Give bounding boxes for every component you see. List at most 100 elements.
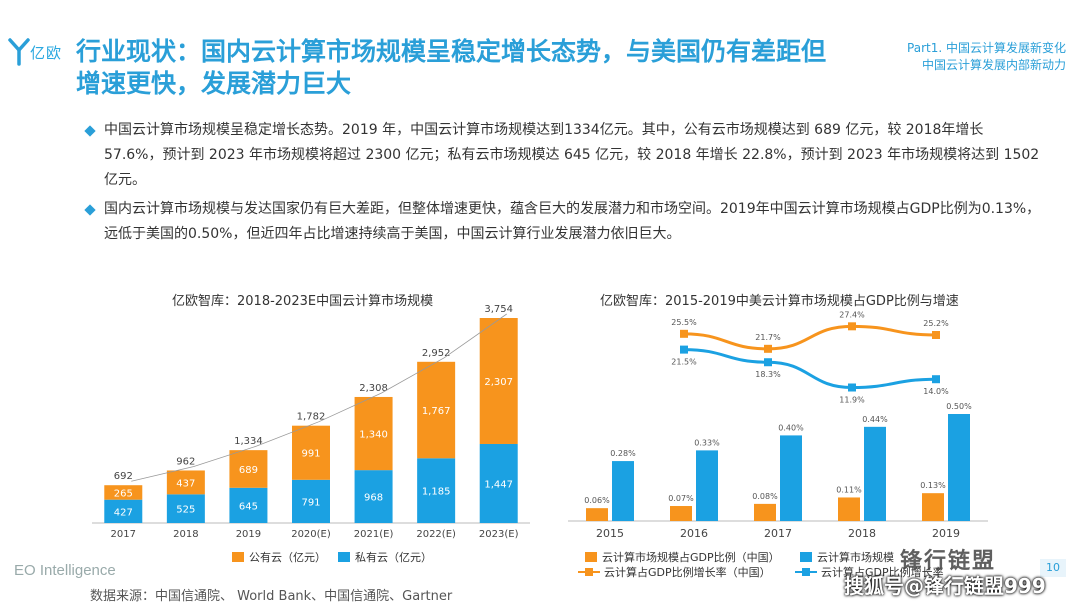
chart2-x-tick: 2018 [848, 527, 876, 540]
chart1-label-total: 1,334 [234, 436, 263, 447]
chart2-line-label-us: 21.5% [671, 358, 697, 367]
yiou-logo: 亿欧 [8, 38, 70, 66]
chart2-point-us [680, 345, 688, 354]
chart1-label-private: 1,185 [422, 487, 451, 498]
chart2-point-cn [932, 331, 940, 339]
legend-line-us-marker [795, 567, 817, 577]
chart2-label-us: 0.50% [946, 402, 972, 411]
bullet-list: 中国云计算市场规模呈稳定增长态势。2019 年，中国云计算市场规模达到1334亿… [84, 118, 1044, 251]
chart1-label-private: 791 [301, 497, 320, 508]
legend-public-label: 公有云（亿元） [249, 551, 326, 564]
chart2-x-tick: 2017 [764, 527, 792, 540]
chart1-label-private: 427 [114, 507, 133, 518]
chart2-point-us [932, 375, 940, 384]
chart1-label-total: 2,952 [422, 348, 451, 359]
chart2-bar-us [948, 414, 970, 521]
chart2-label-cn: 0.11% [836, 485, 862, 494]
chart1-label-private: 968 [364, 493, 383, 504]
chart2-x-tick: 2015 [596, 527, 624, 540]
legend-private-label: 私有云（亿元） [355, 551, 432, 564]
eo-intelligence-label: EO Intelligence [14, 562, 116, 579]
chart2-label-us: 0.28% [610, 449, 636, 458]
chart2-line-label-cn: 21.7% [755, 333, 781, 342]
chart2-point-cn [680, 329, 688, 338]
chart2-bar-cn [922, 493, 944, 521]
chart1-label-public: 1,767 [422, 406, 451, 417]
legend-private-swatch [338, 552, 350, 562]
chart1-bar-private [104, 499, 143, 523]
section-label: Part1. 中国云计算发展新变化 中国云计算发展内部新动力 [907, 40, 1066, 74]
chart1-label-public: 2,307 [484, 377, 513, 388]
section-label-line1: Part1. 中国云计算发展新变化 [907, 41, 1066, 55]
chart2-line-label-us: 18.3% [755, 370, 781, 379]
legend-line-cn: 云计算占GDP比例增长率（中国） [578, 564, 771, 580]
chart2-bar-us [780, 435, 802, 521]
chart2-x-tick: 2016 [680, 527, 708, 540]
chart1-label-public: 437 [176, 478, 195, 489]
yiou-logo-icon [8, 38, 30, 66]
chart1-bar-private [479, 443, 518, 523]
chart2-x-tick: 2019 [932, 527, 960, 540]
legend-public-swatch [232, 552, 244, 562]
chart2-line-label-cn: 25.2% [923, 319, 949, 328]
chart1-label-public: 689 [239, 465, 258, 476]
chart2-label-cn: 0.08% [752, 492, 778, 501]
chart2-bar-us [696, 450, 718, 521]
chart1-x-tick: 2020(E) [291, 529, 331, 540]
legend-line-us: 云计算占GDP比例增长率 [795, 564, 944, 580]
chart1-label-public: 265 [114, 488, 133, 499]
chart1-x-tick: 2018 [173, 529, 198, 540]
chart1-label-private: 1,447 [484, 479, 513, 490]
chart1-label-total: 3,754 [484, 304, 513, 315]
chart2-line-label-us: 14.0% [923, 387, 949, 396]
chart1-label-public: 991 [301, 449, 320, 460]
chart1-label-total: 2,308 [359, 383, 388, 394]
legend-private: 私有云（亿元） [338, 549, 432, 565]
chart1-x-tick: 2023(E) [479, 529, 519, 540]
chart2-label-cn: 0.13% [920, 481, 946, 490]
bullet-item: 国内云计算市场规模与发达国家仍有巨大差距，但整体增速更快，蕴含巨大的发展潜力和市… [84, 197, 1044, 247]
chart2-line-cn [683, 324, 937, 351]
chart1-bar-public [417, 361, 456, 459]
chart1-label-private: 645 [239, 501, 258, 512]
chart2-point-us [764, 358, 772, 367]
chart2-label-cn: 0.06% [584, 496, 610, 505]
chart2-line-label-us: 11.9% [839, 396, 865, 405]
chart1-bar-public [166, 470, 205, 495]
data-source: 数据来源：中国信通院、 World Bank、中国信通院、Gartner [90, 589, 453, 604]
chart2-line-label-cn: 25.5% [671, 318, 697, 327]
chart1-bar-public [229, 450, 268, 488]
chart1-title: 亿欧智库：2018-2023E中国云计算市场规模 [172, 294, 434, 309]
page-number: 10 [1040, 559, 1066, 577]
legend-bar-cn: 云计算市场规模占GDP比例（中国） [585, 549, 780, 565]
chart1-trend-line [131, 313, 507, 482]
legend-bar-us-label: 云计算市场规模 [817, 551, 894, 564]
legend-bar-cn-swatch [585, 552, 597, 562]
chart1-label-total: 962 [176, 456, 195, 467]
bullet-item: 中国云计算市场规模呈稳定增长态势。2019 年，中国云计算市场规模达到1334亿… [84, 118, 1044, 193]
legend-bar-cn-label: 云计算市场规模占GDP比例（中国） [602, 551, 780, 564]
chart1-label-public: 1,340 [359, 430, 388, 441]
chart1-label-total: 692 [114, 471, 133, 482]
chart1-label-total: 1,782 [297, 412, 326, 423]
chart2-line-label-cn: 27.4% [839, 310, 865, 319]
chart2-bar-cn [670, 506, 692, 521]
section-label-line2: 中国云计算发展内部新动力 [921, 58, 1066, 72]
bullet-text: 国内云计算市场规模与发达国家仍有巨大差距，但整体增速更快，蕴含巨大的发展潜力和市… [104, 201, 1041, 242]
chart1-bar-private [229, 487, 268, 523]
chart2-point-cn [848, 322, 856, 331]
legend-line-cn-marker [578, 567, 600, 577]
chart2-line-us [683, 348, 937, 390]
legend-public: 公有云（亿元） [232, 549, 326, 565]
chart1-x-tick: 2017 [111, 529, 136, 540]
legend-line-cn-label: 云计算占GDP比例增长率（中国） [604, 566, 771, 579]
chart2-bar-cn [586, 508, 608, 521]
chart1-bar-public [479, 318, 518, 444]
watermark: 锋行链盟 [900, 549, 997, 574]
chart2-label-us: 0.44% [862, 415, 888, 424]
chart1-bar-public [104, 485, 143, 500]
chart2-point-cn [764, 344, 772, 353]
chart2-bar-cn [754, 503, 776, 521]
chart1-x-tick: 2022(E) [416, 529, 456, 540]
